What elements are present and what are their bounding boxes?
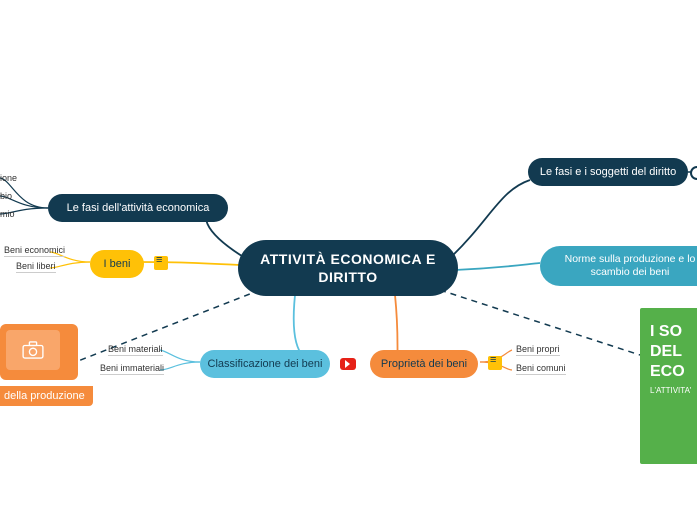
card-produzione-text: della produzione — [4, 390, 85, 402]
mindmap-canvas: ATTIVITÀ ECONOMICA E DIRITTO Le fasi del… — [0, 0, 697, 520]
youtube-icon[interactable] — [340, 358, 356, 370]
card-produzione-label: della produzione — [0, 386, 93, 406]
central-topic-label: ATTIVITÀ ECONOMICA E DIRITTO — [252, 250, 444, 286]
node-i-beni-label: I beni — [104, 258, 131, 270]
camera-icon — [22, 341, 44, 359]
node-classificazione-label: Classificazione dei beni — [208, 358, 323, 370]
node-proprieta[interactable]: Proprietà dei beni — [370, 350, 478, 378]
central-topic[interactable]: ATTIVITÀ ECONOMICA E DIRITTO — [238, 240, 458, 296]
node-fasi-diritto[interactable]: Le fasi e i soggetti del diritto — [528, 158, 688, 186]
mini-left-a: ione — [0, 173, 17, 183]
mini-beni-immateriali: Beni immateriali — [100, 363, 164, 375]
green-sub: L'ATTIVITA' — [650, 386, 697, 396]
mini-beni-propri: Beni propri — [516, 344, 560, 356]
camera-placeholder — [6, 330, 60, 370]
green-line1: I SO — [650, 322, 697, 342]
node-fasi-economia[interactable]: Le fasi dell'attività economica — [48, 194, 228, 222]
note-icon[interactable] — [154, 256, 168, 270]
card-produzione[interactable] — [0, 324, 78, 380]
mini-beni-economici: Beni economici — [4, 245, 65, 257]
mini-beni-comuni: Beni comuni — [516, 363, 566, 375]
green-line3: ECO — [650, 362, 697, 382]
mini-beni-liberi: Beni liberi — [16, 261, 56, 273]
note-icon-2[interactable] — [488, 356, 502, 370]
node-fasi-diritto-label: Le fasi e i soggetti del diritto — [540, 166, 676, 178]
mini-beni-materiali: Beni materiali — [108, 344, 163, 356]
expand-dot[interactable] — [690, 166, 697, 180]
mini-left-c: mio — [0, 209, 15, 219]
green-line2: DEL — [650, 342, 697, 362]
node-norme-label: Norme sulla produzione e lo scambio dei … — [554, 253, 697, 279]
card-green[interactable]: I SO DEL ECO L'ATTIVITA' — [640, 308, 697, 464]
mini-left-b: bio — [0, 191, 12, 201]
node-proprieta-label: Proprietà dei beni — [381, 358, 467, 370]
node-norme[interactable]: Norme sulla produzione e lo scambio dei … — [540, 246, 697, 286]
node-classificazione[interactable]: Classificazione dei beni — [200, 350, 330, 378]
node-i-beni[interactable]: I beni — [90, 250, 144, 278]
node-fasi-economia-label: Le fasi dell'attività economica — [67, 202, 210, 214]
